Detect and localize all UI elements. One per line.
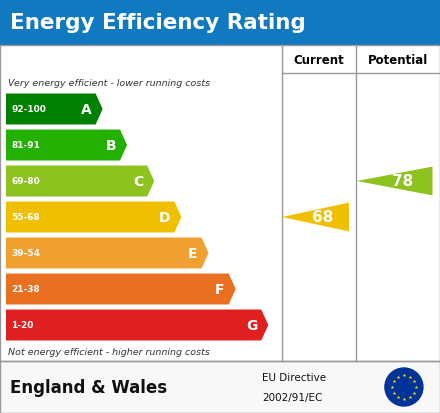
Text: Current: Current [293, 53, 345, 66]
Bar [0, 0, 440, 46]
Text: 2002/91/EC: 2002/91/EC [262, 392, 322, 402]
Text: EU Directive: EU Directive [262, 372, 326, 382]
Text: F: F [215, 282, 225, 296]
Bar [0, 46, 440, 361]
Polygon shape [6, 310, 268, 341]
Polygon shape [6, 166, 154, 197]
Polygon shape [6, 94, 103, 125]
Text: Not energy efficient - higher running costs: Not energy efficient - higher running co… [8, 348, 210, 357]
Bar [0, 361, 440, 413]
Text: 69-80: 69-80 [11, 177, 40, 186]
Circle shape [385, 368, 423, 406]
Text: 78: 78 [392, 174, 413, 189]
Text: G: G [246, 318, 257, 332]
Text: B: B [106, 139, 116, 153]
Polygon shape [6, 202, 181, 233]
Polygon shape [6, 238, 209, 269]
Text: 39-54: 39-54 [11, 249, 40, 258]
Text: England & Wales: England & Wales [10, 378, 167, 396]
Text: E: E [188, 247, 198, 260]
Text: D: D [159, 211, 170, 224]
Polygon shape [6, 130, 127, 161]
Text: Very energy efficient - lower running costs: Very energy efficient - lower running co… [8, 78, 210, 87]
Text: A: A [81, 103, 92, 117]
Text: 1-20: 1-20 [11, 321, 33, 330]
Polygon shape [357, 167, 433, 196]
Text: 68: 68 [312, 210, 334, 225]
Text: 81-91: 81-91 [11, 141, 40, 150]
Polygon shape [6, 274, 236, 305]
Text: 92-100: 92-100 [11, 105, 46, 114]
Text: C: C [133, 175, 143, 189]
Text: Potential: Potential [368, 53, 428, 66]
Text: Energy Efficiency Rating: Energy Efficiency Rating [10, 13, 306, 33]
Polygon shape [282, 203, 349, 232]
Text: 21-38: 21-38 [11, 285, 40, 294]
Text: 55-68: 55-68 [11, 213, 40, 222]
